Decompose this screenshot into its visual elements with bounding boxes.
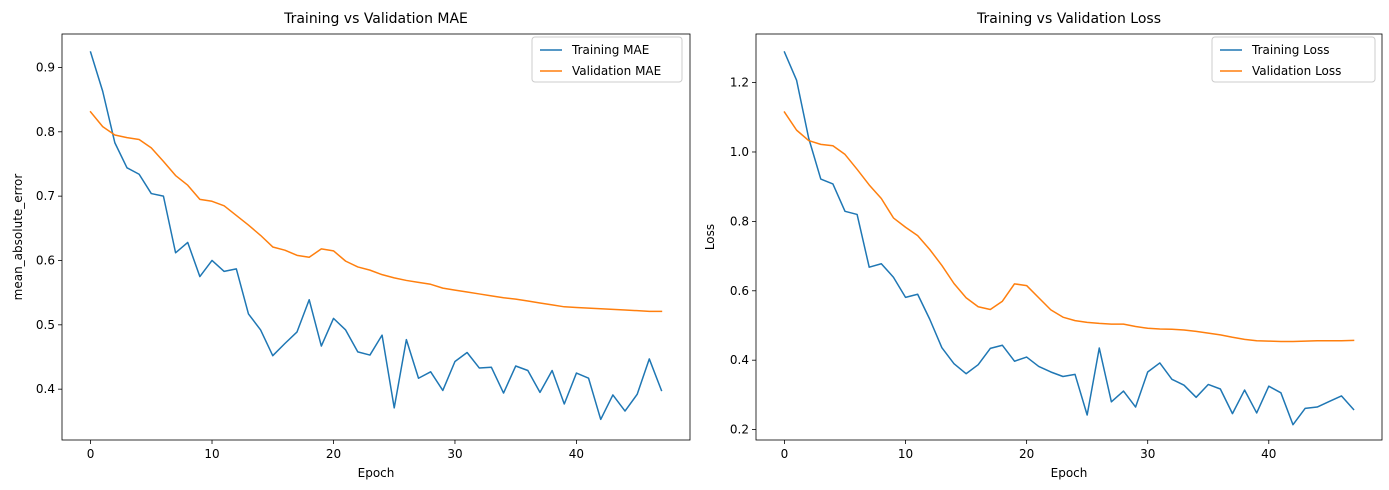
legend-box: [531, 36, 683, 83]
plot-frame: [755, 33, 1383, 441]
chart-panel-1: Training vs Validation Loss 0 10 20 30 40 0.2 0…: [703, 11, 1383, 480]
legend-box: [1211, 36, 1376, 83]
y-tick-label: 0.9: [36, 60, 55, 74]
y-tick-label: 0.2: [730, 423, 749, 437]
series-line-1: [89, 110, 663, 313]
plot-frame: [61, 33, 691, 441]
legend: Training Loss Validation Loss: [1211, 36, 1376, 83]
x-tick-label: 0: [87, 447, 95, 461]
x-tick-label: 10: [898, 447, 913, 461]
x-tick-label: 30: [447, 447, 462, 461]
legend-label: Validation MAE: [572, 64, 661, 78]
x-tick-label: 10: [204, 447, 219, 461]
x-axis-label: Epoch: [1051, 466, 1088, 480]
x-tick-label: 20: [326, 447, 341, 461]
legend-label: Training Loss: [1251, 43, 1329, 57]
y-tick-label: 0.6: [36, 253, 55, 267]
series-line-1: [783, 111, 1355, 343]
x-axis-label: Epoch: [358, 466, 395, 480]
chart-title: Training vs Validation MAE: [283, 11, 468, 27]
y-tick-label: 0.8: [36, 125, 55, 139]
x-tick-label: 30: [1140, 447, 1155, 461]
legend-label: Validation Loss: [1252, 64, 1341, 78]
chart-panel-0: Training vs Validation MAE 0 10 20 30 40 0.4 0.…: [11, 11, 691, 480]
x-tick-label: 40: [1261, 447, 1276, 461]
y-axis-label: mean_absolute_error: [11, 174, 25, 301]
y-tick-label: 0.8: [730, 214, 749, 228]
x-tick-label: 0: [781, 447, 789, 461]
chart-title: Training vs Validation Loss: [976, 11, 1161, 27]
y-tick-label: 0.7: [36, 189, 55, 203]
legend: Training MAE Validation MAE: [531, 36, 683, 83]
y-tick-label: 0.4: [36, 382, 55, 396]
y-tick-label: 0.5: [36, 318, 55, 332]
series-line-0: [783, 51, 1355, 426]
legend-label: Training MAE: [571, 43, 649, 57]
x-tick-label: 40: [569, 447, 584, 461]
y-tick-label: 0.4: [730, 353, 749, 367]
y-tick-label: 0.6: [730, 284, 749, 298]
series-line-0: [89, 51, 663, 421]
x-tick-label: 20: [1019, 447, 1034, 461]
y-axis-label: Loss: [703, 224, 717, 250]
y-tick-label: 1.0: [730, 145, 749, 159]
y-tick-label: 1.2: [730, 76, 749, 90]
